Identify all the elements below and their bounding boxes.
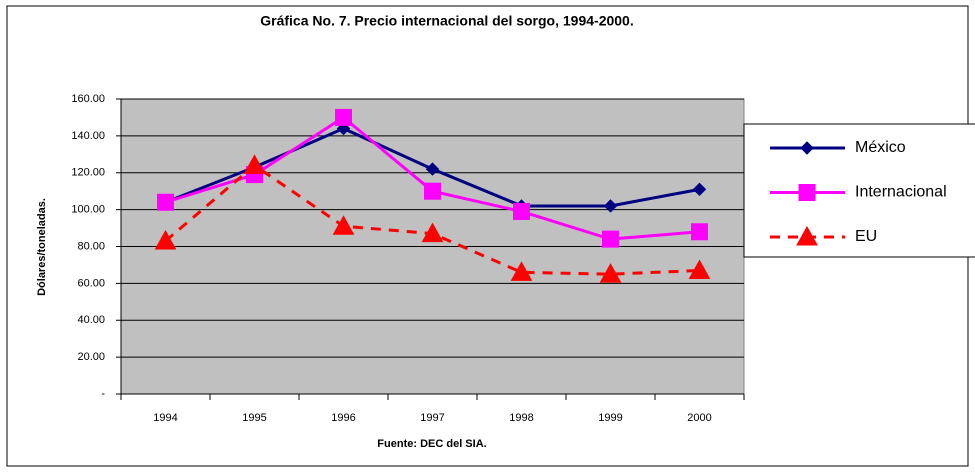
x-tick-label: 1995: [242, 412, 266, 424]
marker: [154, 229, 177, 250]
marker: [157, 193, 174, 211]
marker: [692, 182, 707, 197]
marker: [421, 222, 444, 243]
y-axis-label: Dólares/toneladas.: [36, 198, 48, 296]
y-tick-label: 20.00: [77, 351, 105, 363]
marker: [796, 225, 818, 246]
legend-label: EU: [855, 228, 877, 245]
marker: [798, 184, 816, 201]
marker: [602, 230, 619, 248]
marker: [800, 141, 814, 155]
marker: [599, 263, 622, 283]
marker: [425, 162, 440, 176]
y-tick-label: 140.00: [71, 130, 105, 142]
y-tick-label: 40.00: [77, 314, 105, 326]
y-tick-label: 100.00: [71, 204, 105, 216]
legend-label: Internacional: [855, 184, 947, 201]
legend-box: [743, 123, 975, 258]
marker: [243, 154, 266, 174]
marker: [603, 199, 618, 213]
y-tick-label: 60.00: [77, 277, 105, 289]
legend: México Internacional EU: [743, 123, 975, 258]
x-tick-label: 1997: [420, 412, 444, 424]
x-tick-label: 2000: [687, 412, 711, 424]
legend-label: México: [855, 139, 906, 156]
marker: [424, 182, 441, 200]
marker: [688, 259, 711, 279]
y-tick-label: 160.00: [71, 93, 105, 105]
source-note: Fuente: DEC del SIA.: [377, 438, 486, 450]
marker: [510, 261, 533, 281]
x-tick-label: 1999: [598, 412, 622, 424]
marker: [332, 215, 355, 235]
y-tick-label: 120.00: [71, 167, 105, 179]
y-tick-label: 80.00: [77, 240, 105, 252]
chart-title: Gráfica No. 7. Precio internacional del …: [260, 13, 633, 29]
x-tick-label: 1994: [153, 412, 177, 424]
x-tick-label: 1996: [331, 412, 355, 424]
marker: [335, 108, 352, 126]
x-tick-label: 1998: [509, 412, 533, 424]
marker: [691, 223, 708, 241]
marker: [513, 202, 530, 220]
y-tick-label: -: [101, 388, 105, 400]
